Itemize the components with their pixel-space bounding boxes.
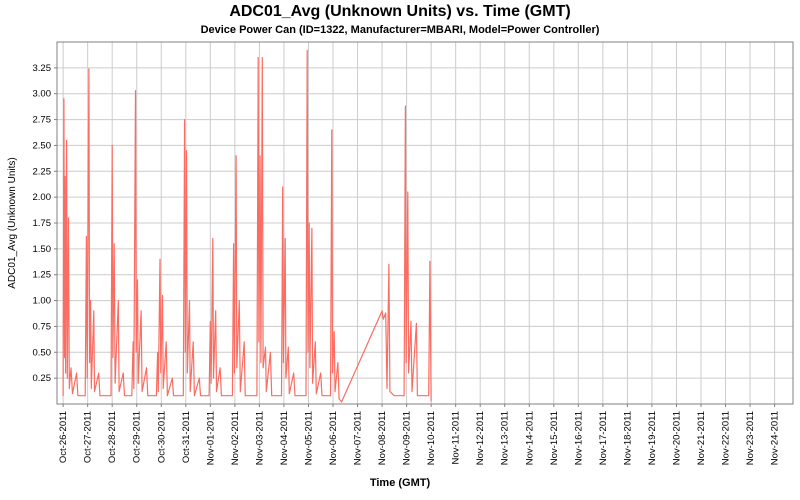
x-tick-label: Nov-15-2011: [549, 411, 560, 465]
x-tick-label: Nov-04-2011: [279, 411, 290, 465]
x-tick-label: Oct-29-2011: [132, 411, 143, 463]
x-tick-label: Nov-05-2011: [303, 411, 314, 465]
x-tick-label: Nov-12-2011: [475, 411, 486, 465]
x-tick-label: Nov-02-2011: [230, 411, 241, 465]
x-tick-label: Oct-30-2011: [156, 411, 167, 463]
y-tick-label: 0.25: [33, 373, 52, 384]
y-tick-label: 2.75: [33, 115, 52, 126]
y-tick-label: 2.00: [33, 192, 52, 203]
x-tick-label: Oct-28-2011: [107, 411, 118, 463]
x-tick-label: Nov-10-2011: [426, 411, 437, 465]
x-tick-label: Nov-03-2011: [254, 411, 265, 465]
x-tick-label: Nov-14-2011: [524, 411, 535, 465]
x-tick-label: Nov-19-2011: [647, 411, 658, 465]
x-tick-label: Nov-23-2011: [745, 411, 756, 465]
plot-border: [56, 41, 794, 405]
x-axis-label: Time (GMT): [369, 477, 431, 489]
y-tick-label: 0.75: [33, 321, 52, 332]
x-tick-label: Nov-09-2011: [402, 411, 413, 465]
x-tick-label: Nov-20-2011: [671, 411, 682, 465]
y-tick-label: 2.50: [33, 140, 52, 151]
x-tick-label: Nov-22-2011: [721, 411, 732, 465]
x-tick-label: Nov-06-2011: [328, 411, 339, 465]
x-tick-label: Nov-01-2011: [205, 411, 216, 465]
x-tick-label: Nov-07-2011: [353, 411, 364, 465]
x-tick-label: Oct-27-2011: [83, 411, 94, 463]
y-tick-label: 1.50: [33, 244, 52, 255]
x-tick-label: Nov-11-2011: [451, 411, 462, 465]
y-tick-label: 1.00: [33, 296, 52, 307]
y-axis-label: ADC01_Avg (Unknown Units): [7, 157, 18, 289]
y-tick-label: 3.25: [33, 63, 52, 74]
y-tick-label: 0.50: [33, 347, 52, 358]
y-tick-label: 2.25: [33, 166, 52, 177]
x-tick-label: Nov-18-2011: [622, 411, 633, 465]
y-tick-label: 1.75: [33, 218, 52, 229]
series-line-ADC01_Avg: [62, 49, 432, 403]
x-tick-label: Nov-17-2011: [598, 411, 609, 465]
x-tick-label: Nov-13-2011: [500, 411, 511, 465]
x-tick-label: Nov-24-2011: [770, 411, 781, 465]
x-tick-label: Nov-21-2011: [696, 411, 707, 465]
chart-subtitle: Device Power Can (ID=1322, Manufacturer=…: [200, 24, 600, 36]
chart-title: ADC01_Avg (Unknown Units) vs. Time (GMT): [229, 3, 571, 20]
y-tick-label: 3.00: [33, 89, 52, 100]
x-tick-label: Oct-31-2011: [181, 411, 192, 463]
x-tick-label: Nov-08-2011: [377, 411, 388, 465]
x-tick-label: Nov-16-2011: [573, 411, 584, 465]
y-tick-label: 1.25: [33, 270, 52, 281]
x-tick-label: Oct-26-2011: [58, 411, 69, 463]
